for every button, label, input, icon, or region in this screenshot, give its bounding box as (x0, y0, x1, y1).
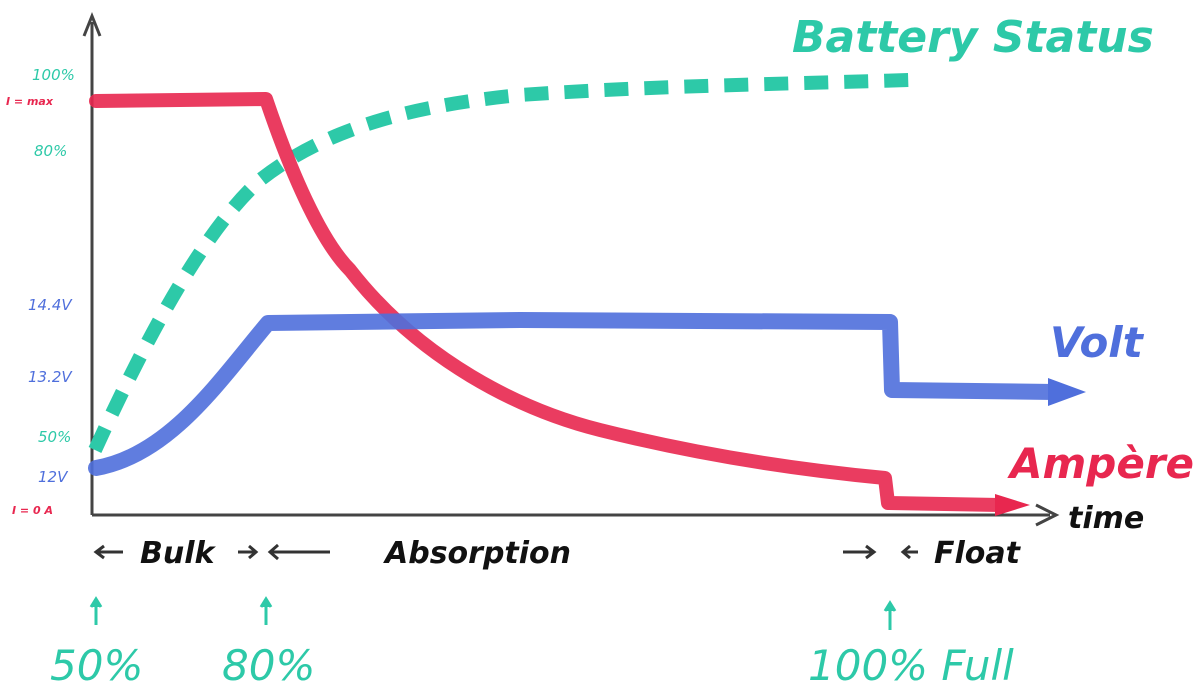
volt-arrowhead (1048, 378, 1086, 406)
v-14-4-label: 14.4V (28, 296, 73, 314)
absorption-right-arrow (843, 544, 877, 560)
i-max-label: I = max (6, 95, 54, 108)
volt-curve (88, 312, 1063, 476)
y-axis-arrowhead (82, 11, 102, 37)
milestone-100: 100% Full (808, 641, 1014, 690)
v-13-2-label: 13.2V (28, 368, 73, 386)
status-50-label: 50% (38, 428, 71, 446)
milestone-50-arrow (89, 596, 103, 625)
phase-bulk: Bulk (140, 536, 217, 571)
milestone-80-arrow (259, 596, 273, 625)
v-12-label: 12V (38, 468, 69, 486)
phase-arrows (93, 543, 918, 561)
status-80-label: 80% (34, 142, 67, 160)
x-axis-label: time (1068, 501, 1144, 536)
phase-float: Float (934, 536, 1022, 571)
bulk-right-arrow (238, 544, 259, 560)
float-left-arrow (900, 544, 918, 560)
milestone-80: 80% (222, 641, 315, 690)
ampere-label: Ampère (1007, 439, 1193, 488)
volt-label: Volt (1050, 318, 1145, 367)
absorption-left-arrow (267, 543, 330, 561)
milestone-50: 50% (50, 641, 143, 690)
chart-title: Battery Status (792, 12, 1154, 63)
status-100-label: 100% (32, 66, 75, 84)
battery-status-curve (88, 73, 911, 453)
milestone-100-arrow (883, 600, 897, 630)
ampere-arrowhead (995, 494, 1030, 516)
bulk-left-arrow (93, 544, 123, 560)
x-axis-arrowhead (1035, 503, 1060, 527)
i-zero-label: I = 0 A (12, 504, 53, 517)
phase-absorption: Absorption (383, 536, 571, 571)
milestone-markers (89, 596, 897, 630)
ampere-curve (89, 92, 1007, 512)
